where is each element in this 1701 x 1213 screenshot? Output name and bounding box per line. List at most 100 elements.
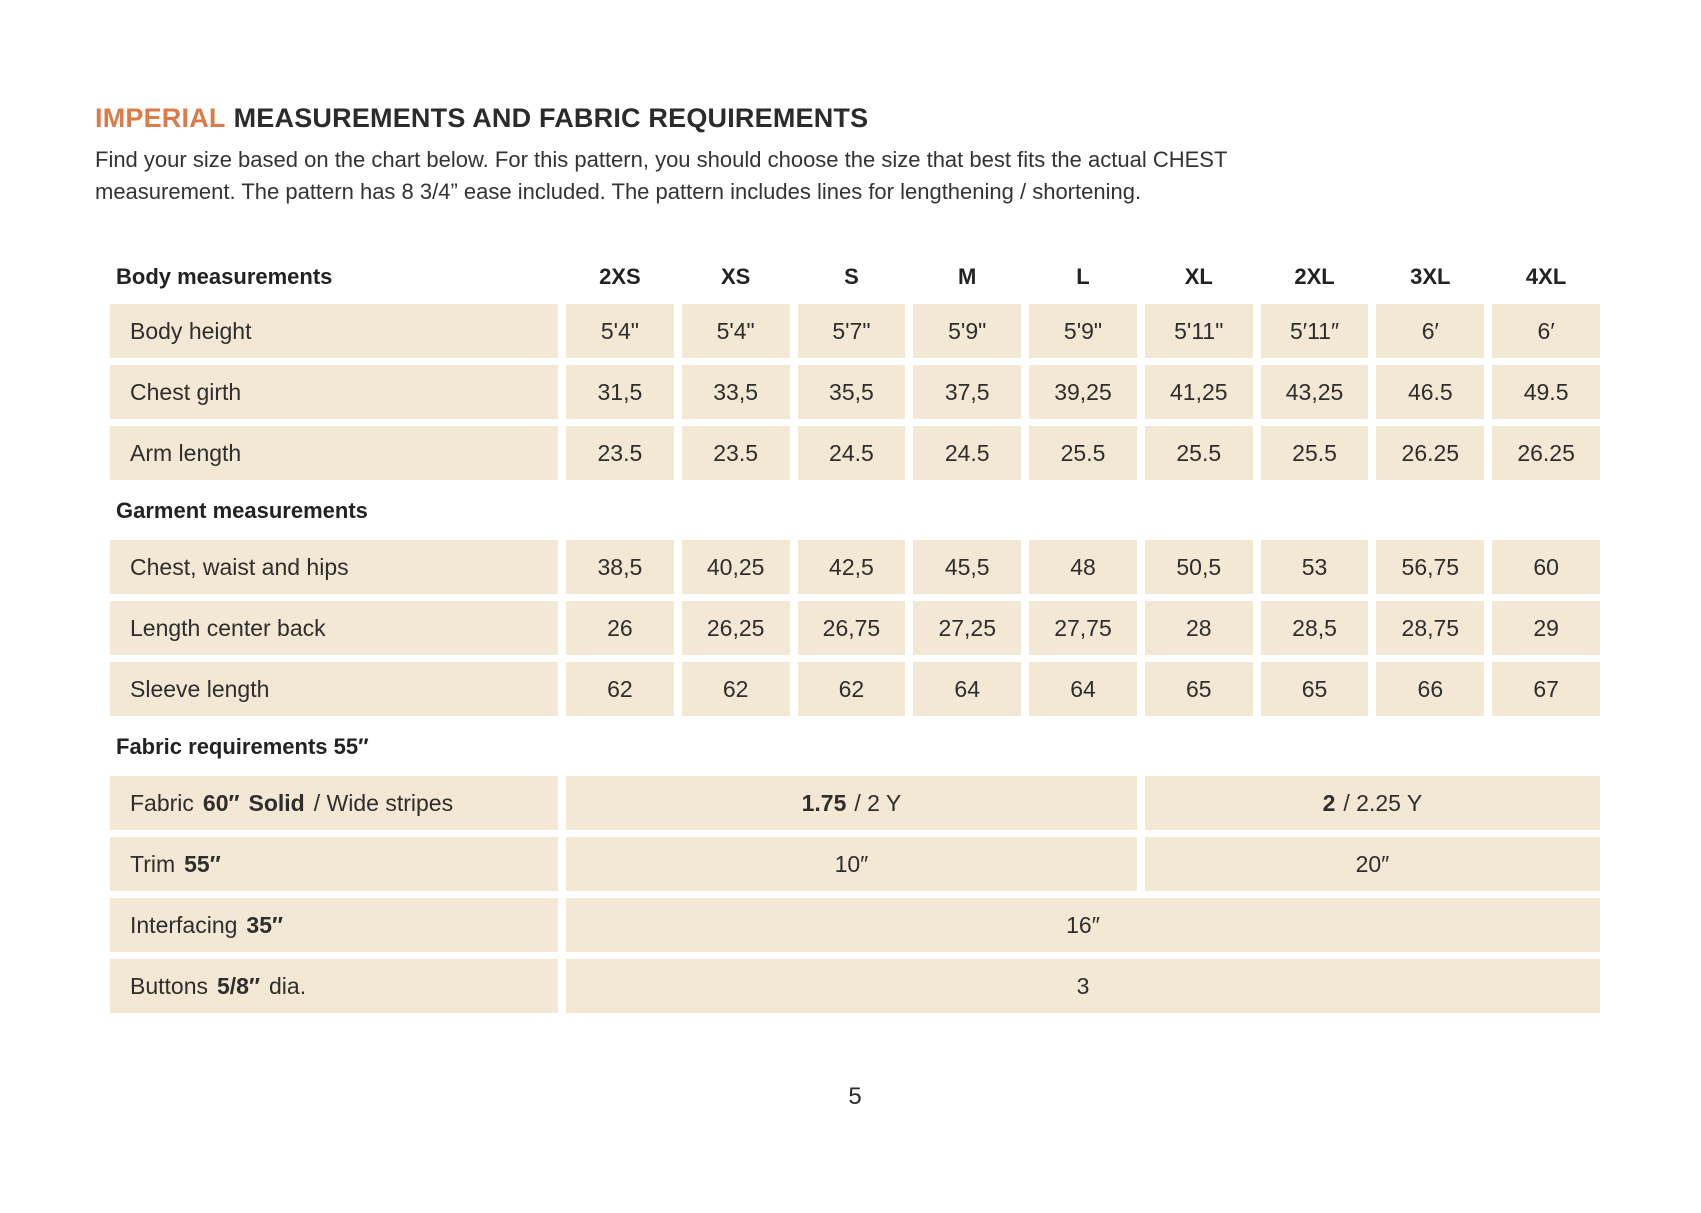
label-part-width: 60″ <box>202 789 240 816</box>
table-cell: 39,25 <box>1029 365 1137 419</box>
table-cell: 26,25 <box>681 601 790 655</box>
table-row-fabric: Fabric 60″ Solid / Wide stripes 1.75 / 2… <box>110 776 1600 830</box>
table-cell: 35,5 <box>797 365 906 419</box>
table-cell: 26.25 <box>1376 426 1485 480</box>
table-row-trim: Trim 55″ 10″ 20″ <box>110 837 1600 891</box>
table-cell: 48 <box>1029 540 1137 594</box>
table-row-buttons: Buttons 5/8″ dia. 3 <box>110 959 1600 1013</box>
table-cell: 64 <box>1029 662 1137 716</box>
intro-line-2: measurement. The pattern has 8 3/4” ease… <box>95 179 1142 204</box>
table-cell: 5′11″ <box>1260 304 1369 358</box>
section-header-garment-wrap: Garment measurements <box>110 496 1600 526</box>
table-row-arm-length: Arm length 23.5 23.5 24.5 24.5 25.5 25.5… <box>110 426 1600 480</box>
table-cell: 64 <box>913 662 1022 716</box>
table-cell: 31,5 <box>566 365 674 419</box>
size-table: Body measurements 2XS XS S M L XL 2XL 3X… <box>110 261 1600 1013</box>
row-label: Buttons 5/8″ dia. <box>110 959 558 1013</box>
table-row-chest-girth: Chest girth 31,5 33,5 35,5 37,5 39,25 41… <box>110 365 1600 419</box>
table-cell: 60 <box>1492 540 1600 594</box>
label-part: / Wide stripes <box>313 789 454 816</box>
table-cell: 50,5 <box>1144 540 1253 594</box>
table-cell: 27,25 <box>913 601 1022 655</box>
table-cell: 23.5 <box>681 426 790 480</box>
table-cell: 28,75 <box>1376 601 1485 655</box>
table-cell: 26.25 <box>1492 426 1600 480</box>
table-header-row: Body measurements 2XS XS S M L XL 2XL 3X… <box>110 261 1600 293</box>
table-cell: 6′ <box>1492 304 1600 358</box>
row-label: Fabric 60″ Solid / Wide stripes <box>110 776 558 830</box>
label-part-size: 5/8″ <box>217 972 260 999</box>
interfacing-amount: 16″ <box>566 898 1600 952</box>
row-label: Chest girth <box>110 365 558 419</box>
table-cell: 65 <box>1260 662 1369 716</box>
table-row-length-center-back: Length center back 26 26,25 26,75 27,25 … <box>110 601 1600 655</box>
row-label: Chest, waist and hips <box>110 540 558 594</box>
page-number: 5 <box>848 1083 862 1110</box>
label-part-width: 55″ <box>184 850 221 877</box>
section-header-fabric: Fabric requirements 55″ <box>116 734 369 759</box>
page-title: IMPERIAL MEASUREMENTS AND FABRIC REQUIREM… <box>95 103 1601 134</box>
table-cell: 29 <box>1492 601 1600 655</box>
fabric-yardage-small-sizes: 1.75 / 2 Y <box>566 776 1137 830</box>
column-header-2xs: 2XS <box>599 264 641 289</box>
column-header-m: M <box>958 264 977 289</box>
section-header-fabric-wrap: Fabric requirements 55″ <box>110 732 1600 762</box>
row-label: Body height <box>110 304 558 358</box>
table-row-body-height: Body height 5'4" 5'4" 5'7" 5'9" 5'9" 5'1… <box>110 304 1600 358</box>
table-cell: 26,75 <box>797 601 906 655</box>
table-cell: 62 <box>566 662 674 716</box>
table-cell: 5'7" <box>797 304 906 358</box>
label-part-solid: Solid <box>248 789 305 816</box>
row-label: Length center back <box>110 601 558 655</box>
column-header-l: L <box>1076 264 1090 289</box>
table-cell: 56,75 <box>1376 540 1485 594</box>
trim-amount-large-sizes: 20″ <box>1144 837 1600 891</box>
table-row-sleeve-length: Sleeve length 62 62 62 64 64 65 65 66 67 <box>110 662 1600 716</box>
table-cell: 26 <box>566 601 674 655</box>
table-cell: 42,5 <box>797 540 906 594</box>
trim-amount-small-sizes: 10″ <box>566 837 1137 891</box>
title-rest: MEASUREMENTS AND FABRIC REQUIREMENTS <box>233 103 869 133</box>
table-cell: 62 <box>681 662 790 716</box>
buttons-count: 3 <box>566 959 1600 1013</box>
table-cell: 6′ <box>1376 304 1485 358</box>
table-cell: 49.5 <box>1492 365 1600 419</box>
label-part: Buttons <box>130 972 208 999</box>
label-part-width: 35″ <box>246 911 284 938</box>
table-cell: 28 <box>1144 601 1253 655</box>
column-header-xl: XL <box>1184 264 1213 289</box>
table-cell: 24.5 <box>913 426 1022 480</box>
table-cell: 37,5 <box>913 365 1022 419</box>
table-cell: 25.5 <box>1029 426 1137 480</box>
table-cell: 65 <box>1144 662 1253 716</box>
row-label: Trim 55″ <box>110 837 558 891</box>
table-cell: 38,5 <box>566 540 674 594</box>
table-cell: 67 <box>1492 662 1600 716</box>
table-cell: 25.5 <box>1144 426 1253 480</box>
table-cell: 5'4" <box>681 304 790 358</box>
row-label: Sleeve length <box>110 662 558 716</box>
table-cell: 5'11" <box>1144 304 1253 358</box>
column-header-s: S <box>844 264 859 289</box>
intro-text: Find your size based on the chart below.… <box>95 144 1601 208</box>
table-cell: 41,25 <box>1144 365 1253 419</box>
label-part: Trim <box>130 850 176 877</box>
section-header-garment: Garment measurements <box>116 498 368 523</box>
table-cell: 23.5 <box>566 426 674 480</box>
label-part: Interfacing <box>130 911 238 938</box>
table-cell: 66 <box>1376 662 1485 716</box>
column-header-4xl: 4XL <box>1525 264 1567 289</box>
table-cell: 5'4" <box>566 304 674 358</box>
yardage-bold: 2 <box>1322 789 1336 816</box>
table-cell: 43,25 <box>1260 365 1369 419</box>
fabric-yardage-large-sizes: 2 / 2.25 Y <box>1144 776 1600 830</box>
table-cell: 5'9" <box>1029 304 1137 358</box>
table-cell: 5'9" <box>913 304 1022 358</box>
column-header-2xl: 2XL <box>1294 264 1335 289</box>
table-cell: 25.5 <box>1260 426 1369 480</box>
yardage-bold: 1.75 <box>801 789 847 816</box>
section-header-body: Body measurements <box>116 264 333 289</box>
yardage-rest: / 2.25 Y <box>1343 789 1423 816</box>
table-cell: 27,75 <box>1029 601 1137 655</box>
table-cell: 46.5 <box>1376 365 1485 419</box>
